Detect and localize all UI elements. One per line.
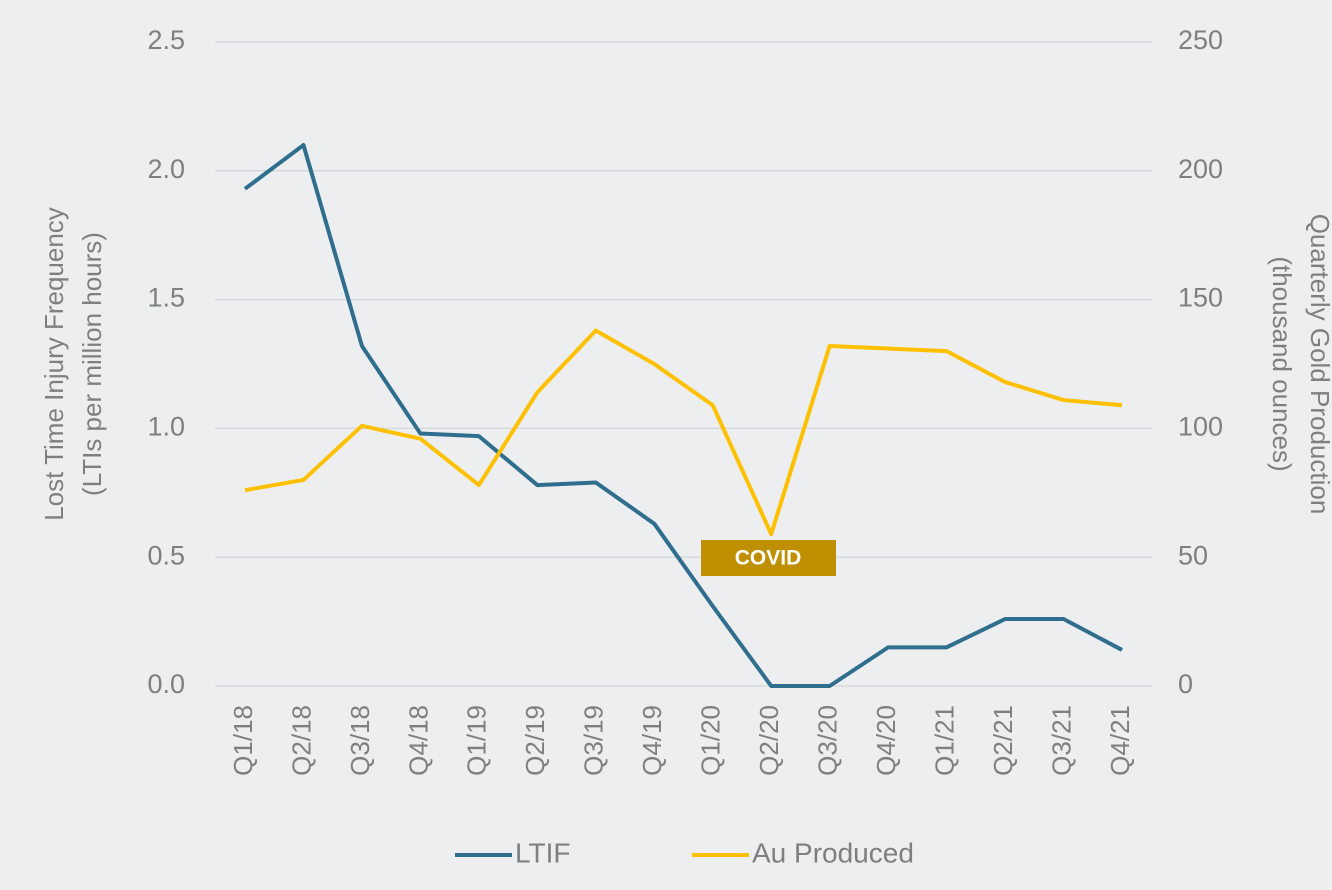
y-tick-label: 0.0 <box>147 669 185 699</box>
x-tick-label: Q3/18 <box>345 705 375 776</box>
x-tick-label: Q4/21 <box>1105 705 1135 776</box>
y-tick-label: 1.0 <box>147 412 185 442</box>
y2-axis-label: (thousand ounces) <box>1267 256 1297 471</box>
y-axis-label: Lost Time Injury Frequency <box>39 207 69 521</box>
x-tick-label: Q1/19 <box>462 705 492 776</box>
x-tick-label: Q1/21 <box>929 705 959 776</box>
x-tick-label: Q3/21 <box>1046 705 1076 776</box>
annotation-text: COVID <box>735 547 802 570</box>
y2-tick-label: 100 <box>1178 412 1223 442</box>
y2-tick-label: 200 <box>1178 154 1223 184</box>
legend-label: LTIF <box>515 837 570 868</box>
y2-tick-label: 150 <box>1178 283 1223 313</box>
x-tick-label: Q2/20 <box>754 705 784 776</box>
series-line <box>243 143 1123 688</box>
x-tick-label: Q4/18 <box>403 705 433 776</box>
x-tick-label: Q2/21 <box>988 705 1018 776</box>
y2-tick-label: 250 <box>1178 25 1223 55</box>
y2-tick-label: 50 <box>1178 540 1208 570</box>
x-tick-label: Q3/20 <box>813 705 843 776</box>
x-tick-label: Q1/18 <box>228 705 258 776</box>
y-tick-label: 0.5 <box>147 540 185 570</box>
series-line <box>244 328 1123 537</box>
y-axis-label: (LTIs per million hours) <box>77 232 107 496</box>
x-tick-label: Q2/18 <box>286 705 316 776</box>
y-tick-label: 2.5 <box>147 25 185 55</box>
legend-label: Au Produced <box>752 837 914 868</box>
annotation-box <box>701 540 836 576</box>
y2-tick-label: 0 <box>1178 669 1193 699</box>
x-tick-label: Q4/19 <box>637 705 667 776</box>
y-tick-label: 1.5 <box>147 283 185 313</box>
x-tick-label: Q4/20 <box>871 705 901 776</box>
x-tick-label: Q2/19 <box>520 705 550 776</box>
x-tick-label: Q1/20 <box>696 705 726 776</box>
y-tick-label: 2.0 <box>147 154 185 184</box>
y2-axis-label: Quarterly Gold Production <box>1305 214 1332 515</box>
x-tick-label: Q3/19 <box>579 705 609 776</box>
